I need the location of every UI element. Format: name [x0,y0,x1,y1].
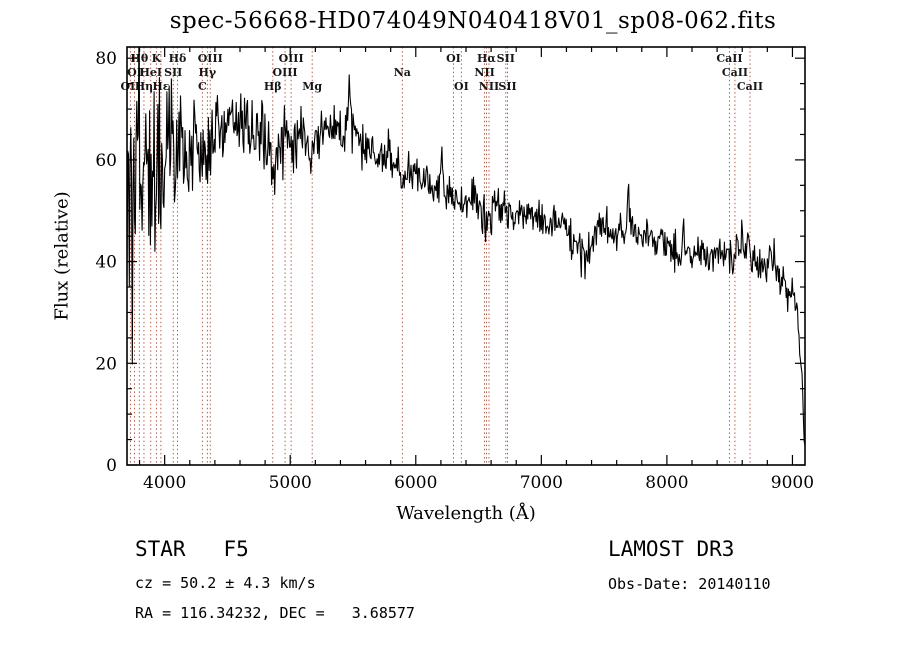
line-label-OI: OI [446,52,461,65]
obsdate-text: Obs-Date: 20140110 [608,575,771,593]
plot-frame [126,46,806,466]
line-label-K: K [152,52,162,65]
x-tick-label: 4000 [143,473,186,493]
classification-text: STAR F5 [135,537,249,561]
line-label-Hγ: Hγ [199,66,217,79]
line-label-HeI: HeI [139,66,162,79]
line-label-CaII: CaII [722,66,748,79]
line-label-Na: Na [394,66,411,79]
line-label-CaII: CaII [716,52,742,65]
x-tick-label: 9000 [771,473,814,493]
line-label-OII: OII [120,80,140,93]
y-tick-label: 40 [95,253,117,273]
x-tick-label: 7000 [520,473,563,493]
axis-ticks [127,47,805,466]
line-label-OIII: OIII [198,52,223,65]
line-label-Hδ: Hδ [169,52,187,65]
line-label-Hβ: Hβ [264,80,282,93]
line-label-SII: SII [164,66,182,79]
line-label-Mg: Mg [302,80,322,93]
y-tick-label: 60 [95,151,117,171]
line-label-OIII: OIII [279,52,304,65]
axis-tick-labels: 4000 5000 6000 7000 8000 9000 0 20 40 60 80 [95,49,814,493]
x-tick-label: 8000 [645,473,688,493]
plot-title: spec-56668-HD074049N040418V01_sp08-062.f… [169,8,777,34]
y-tick-label: 20 [95,354,117,374]
spectral-line-markers [129,47,751,465]
line-label-SII: SII [497,52,515,65]
line-label-Hη: Hη [135,80,153,93]
y-axis-label: Flux (relative) [51,191,73,321]
x-tick-label: 6000 [394,473,437,493]
line-label-NII: NII [479,80,499,93]
line-label-SII: SII [498,80,516,93]
spectrum-flux-path [127,47,805,446]
spectrum-trace [127,47,805,446]
redshift-text: cz = 50.2 ± 4.3 km/s [135,574,316,592]
y-tick-label: 0 [106,456,117,476]
line-label-CaII: CaII [737,80,763,93]
line-label-NII: NII [474,66,494,79]
line-label-C: C [198,80,207,93]
x-tick-label: 5000 [269,473,312,493]
line-label-OI: OI [454,80,469,93]
line-label-Hα: Hα [477,52,496,65]
line-label-Hε: Hε [152,80,169,93]
radec-text: RA = 116.34232, DEC = 3.68577 [135,604,415,622]
line-label-OIII: OIII [273,66,298,79]
x-axis-label: Wavelength (Å) [396,503,536,524]
survey-text: LAMOST DR3 [608,537,735,561]
y-tick-label: 80 [95,49,117,69]
